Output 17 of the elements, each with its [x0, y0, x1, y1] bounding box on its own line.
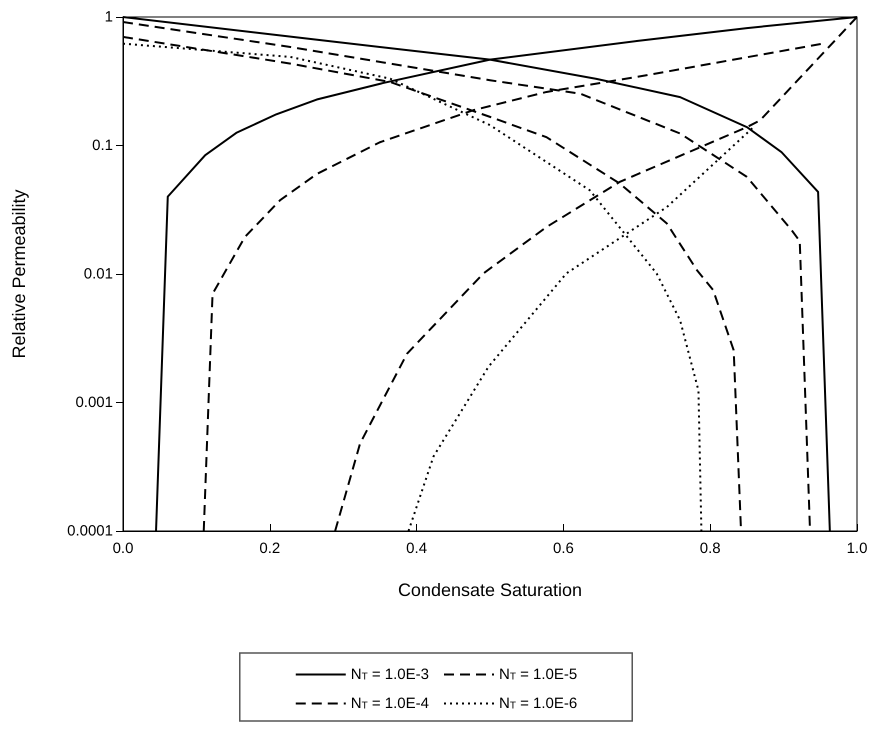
x-axis-title: Condensate Saturation: [398, 580, 582, 600]
y-tick-label: 0.001: [75, 394, 113, 411]
legend-label: NT = 1.0E-4: [350, 695, 430, 712]
x-tick-label: 0.0: [112, 540, 134, 557]
x-tick-label: 1.0: [846, 540, 868, 557]
legend-label: NT = 1.0E-3: [350, 666, 430, 683]
legend-label: NT = 1.0E-5: [499, 666, 578, 683]
y-tick-label: 0.0001: [67, 522, 113, 540]
y-tick-label: 0.01: [84, 266, 113, 282]
y-tick-label: 0.1: [92, 137, 113, 154]
x-tick-label: 0.8: [700, 540, 721, 557]
y-tick-label: 1: [104, 8, 113, 26]
x-tick-label: 0.2: [259, 540, 280, 557]
y-axis-title: Relative Permeability: [9, 189, 29, 359]
x-tick-label: 0.4: [406, 540, 428, 557]
legend-label: NT = 1.0E-6: [499, 695, 578, 712]
x-tick-label: 0.6: [552, 540, 574, 557]
